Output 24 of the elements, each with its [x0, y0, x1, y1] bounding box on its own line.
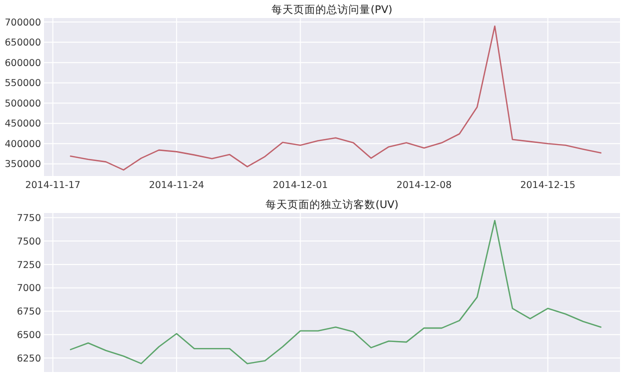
line-series: [70, 220, 602, 364]
y-tick-label: 7000: [16, 283, 41, 294]
y-tick-label: 600000: [4, 58, 41, 69]
y-tick-label: 400000: [4, 138, 41, 150]
y-tick-label: 650000: [4, 38, 41, 49]
x-tick-label: 2014-11-17: [25, 180, 80, 191]
y-tick-label: 7250: [16, 260, 41, 271]
y-tick-label: 7500: [16, 236, 41, 248]
x-tick-label: 2014-11-24: [148, 180, 204, 191]
y-tick-label: 6250: [16, 353, 41, 364]
y-tick-label: 6500: [16, 330, 41, 341]
line-series: [70, 25, 602, 171]
y-tick-label: 6750: [16, 306, 41, 318]
y-tick-label: 500000: [4, 98, 41, 110]
y-tick-label: 700000: [4, 17, 41, 28]
x-tick-label: 2014-12-01: [272, 180, 328, 191]
x-tick-label: 2014-12-15: [520, 180, 576, 191]
y-tick-label: 350000: [4, 159, 41, 170]
chart-title: 每天页面的独立访客数(UV): [265, 198, 399, 211]
y-tick-label: 550000: [4, 78, 41, 90]
chart-title: 每天页面的总访问量(PV): [272, 3, 392, 16]
y-tick-label: 7750: [16, 213, 41, 224]
x-tick-label: 2014-12-08: [396, 180, 452, 191]
y-tick-label: 450000: [4, 118, 41, 130]
